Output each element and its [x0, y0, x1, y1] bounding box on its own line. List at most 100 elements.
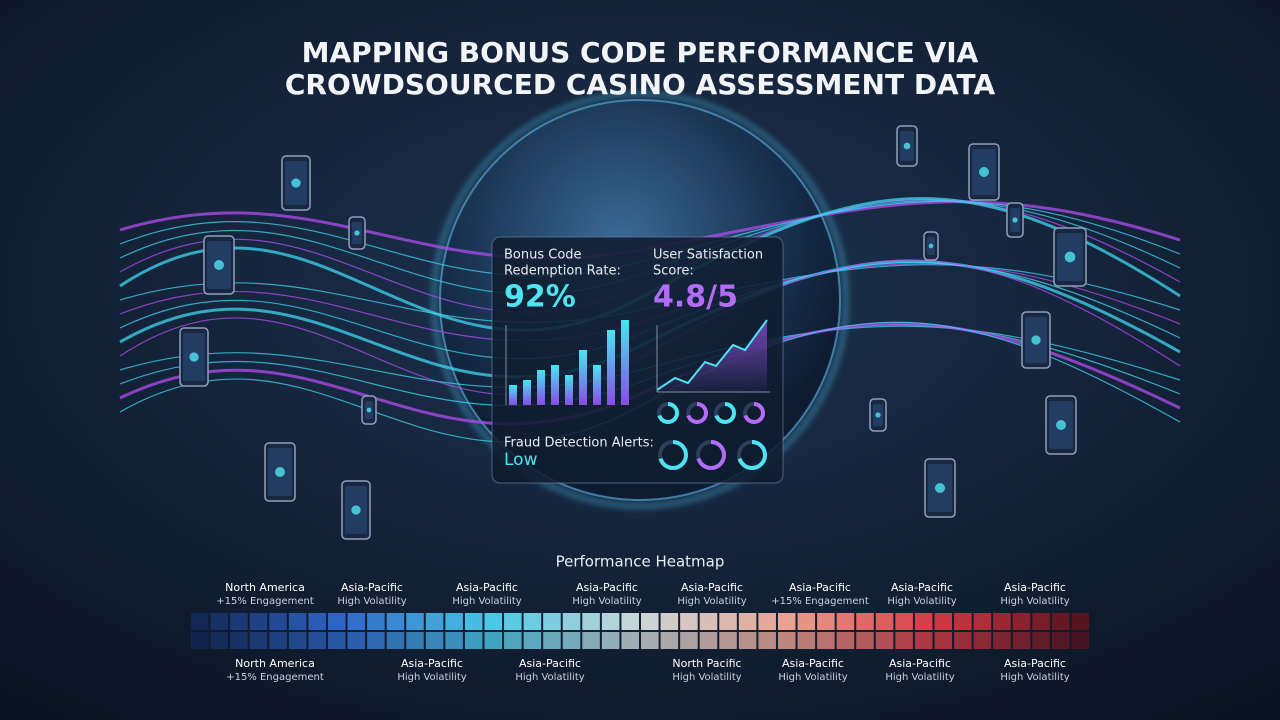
heat-cell — [738, 632, 757, 649]
ring-arc — [686, 402, 708, 424]
heat-cell — [621, 613, 639, 630]
heat-cell — [973, 632, 992, 649]
heat-cell — [1032, 613, 1050, 630]
phone-icon — [189, 352, 199, 362]
heat-cell — [504, 632, 522, 649]
heat-cell — [836, 613, 855, 630]
phone-icon — [351, 505, 361, 515]
region-note: +15% Engagement — [216, 596, 314, 607]
region-note: High Volatility — [397, 672, 466, 683]
region-label: Asia-Pacific — [681, 581, 743, 594]
ring-arc — [658, 440, 688, 470]
phone-icon — [935, 483, 945, 493]
region-note: High Volatility — [515, 672, 584, 683]
heat-cell — [621, 632, 639, 649]
heat-cell — [210, 632, 229, 649]
stat-label: User Satisfaction — [653, 248, 763, 263]
region-note: High Volatility — [672, 672, 741, 683]
heat-cell — [308, 613, 326, 630]
devices — [179, 125, 1087, 540]
region-note: High Volatility — [887, 596, 956, 607]
stat-value: Low — [504, 450, 538, 470]
stat-label: Bonus Code — [504, 248, 582, 263]
region-note: +15% Engagement — [771, 596, 869, 607]
phone-icon — [354, 230, 360, 236]
heat-cell — [249, 632, 268, 649]
region-label: Asia-Pacific — [782, 657, 844, 670]
heat-cell — [601, 632, 620, 649]
heat-cell — [582, 613, 600, 630]
region-note: High Volatility — [778, 672, 847, 683]
heat-cell — [1032, 632, 1050, 649]
heat-cell — [367, 613, 385, 630]
mini-bar — [551, 365, 559, 405]
ring-arc — [696, 440, 726, 470]
stat-value: 4.8/5 — [653, 280, 738, 315]
region-label: Asia-Pacific — [1004, 581, 1066, 594]
heat-cell — [817, 613, 835, 630]
heat-cell — [699, 632, 718, 649]
heat-cell — [777, 613, 796, 630]
heatmap — [191, 613, 1089, 649]
region-note: High Volatility — [452, 596, 521, 607]
heat-cell — [973, 613, 992, 630]
phone-icon — [214, 260, 224, 270]
phone-icon — [928, 243, 934, 249]
heat-cell — [308, 632, 326, 649]
ring-arc — [737, 440, 767, 470]
heat-cell — [464, 613, 483, 630]
heat-cell — [914, 613, 933, 630]
heat-cell — [993, 613, 1011, 630]
mini-bar — [621, 320, 629, 405]
heat-cell — [523, 632, 542, 649]
heat-cell — [484, 613, 503, 630]
mini-bar-chart — [505, 320, 629, 405]
heat-cell — [406, 613, 424, 630]
heat-cell — [641, 632, 659, 649]
heat-cell — [269, 632, 287, 649]
stat-value: 92% — [504, 280, 576, 315]
heat-cell — [680, 613, 698, 630]
region-note: High Volatility — [1000, 672, 1069, 683]
globe-halo — [430, 90, 850, 510]
phone-icon — [1031, 335, 1041, 345]
heat-cell — [269, 613, 287, 630]
heat-cell — [856, 632, 874, 649]
heat-cell — [641, 613, 659, 630]
heat-cell — [523, 613, 542, 630]
phone-icon — [875, 412, 881, 418]
heat-cell — [1012, 613, 1031, 630]
region-note: +15% Engagement — [226, 672, 324, 683]
heat-cell — [406, 632, 424, 649]
heat-cell — [347, 613, 366, 630]
region-label: Asia-Pacific — [341, 581, 403, 594]
heat-cell — [327, 632, 346, 649]
region-label: Asia-Pacific — [401, 657, 463, 670]
ring-arc — [743, 402, 765, 424]
heat-cell — [777, 632, 796, 649]
heat-cell — [543, 613, 561, 630]
heat-cell — [758, 632, 776, 649]
stat-label: Score: — [653, 264, 694, 279]
region-label: Asia-Pacific — [891, 581, 953, 594]
mini-bar — [565, 375, 573, 405]
phone-icon — [1064, 251, 1076, 263]
heat-cell — [1071, 632, 1089, 649]
ring-gauges — [657, 402, 767, 470]
heat-cell — [875, 613, 894, 630]
heat-cell — [249, 613, 268, 630]
mini-bar — [523, 380, 531, 405]
phone-icon — [275, 467, 285, 477]
region-label: Asia-Pacific — [1004, 657, 1066, 670]
heat-cell — [601, 613, 620, 630]
region-label: North Pacific — [672, 657, 741, 670]
phone-icon — [903, 142, 911, 150]
heat-cell — [327, 613, 346, 630]
heat-cell — [504, 613, 522, 630]
heat-cell — [210, 613, 229, 630]
phone-icon — [1056, 420, 1066, 430]
region-label: North America — [225, 581, 305, 594]
heat-cell — [660, 613, 679, 630]
mini-bar — [579, 350, 587, 405]
heat-cell — [1051, 632, 1070, 649]
